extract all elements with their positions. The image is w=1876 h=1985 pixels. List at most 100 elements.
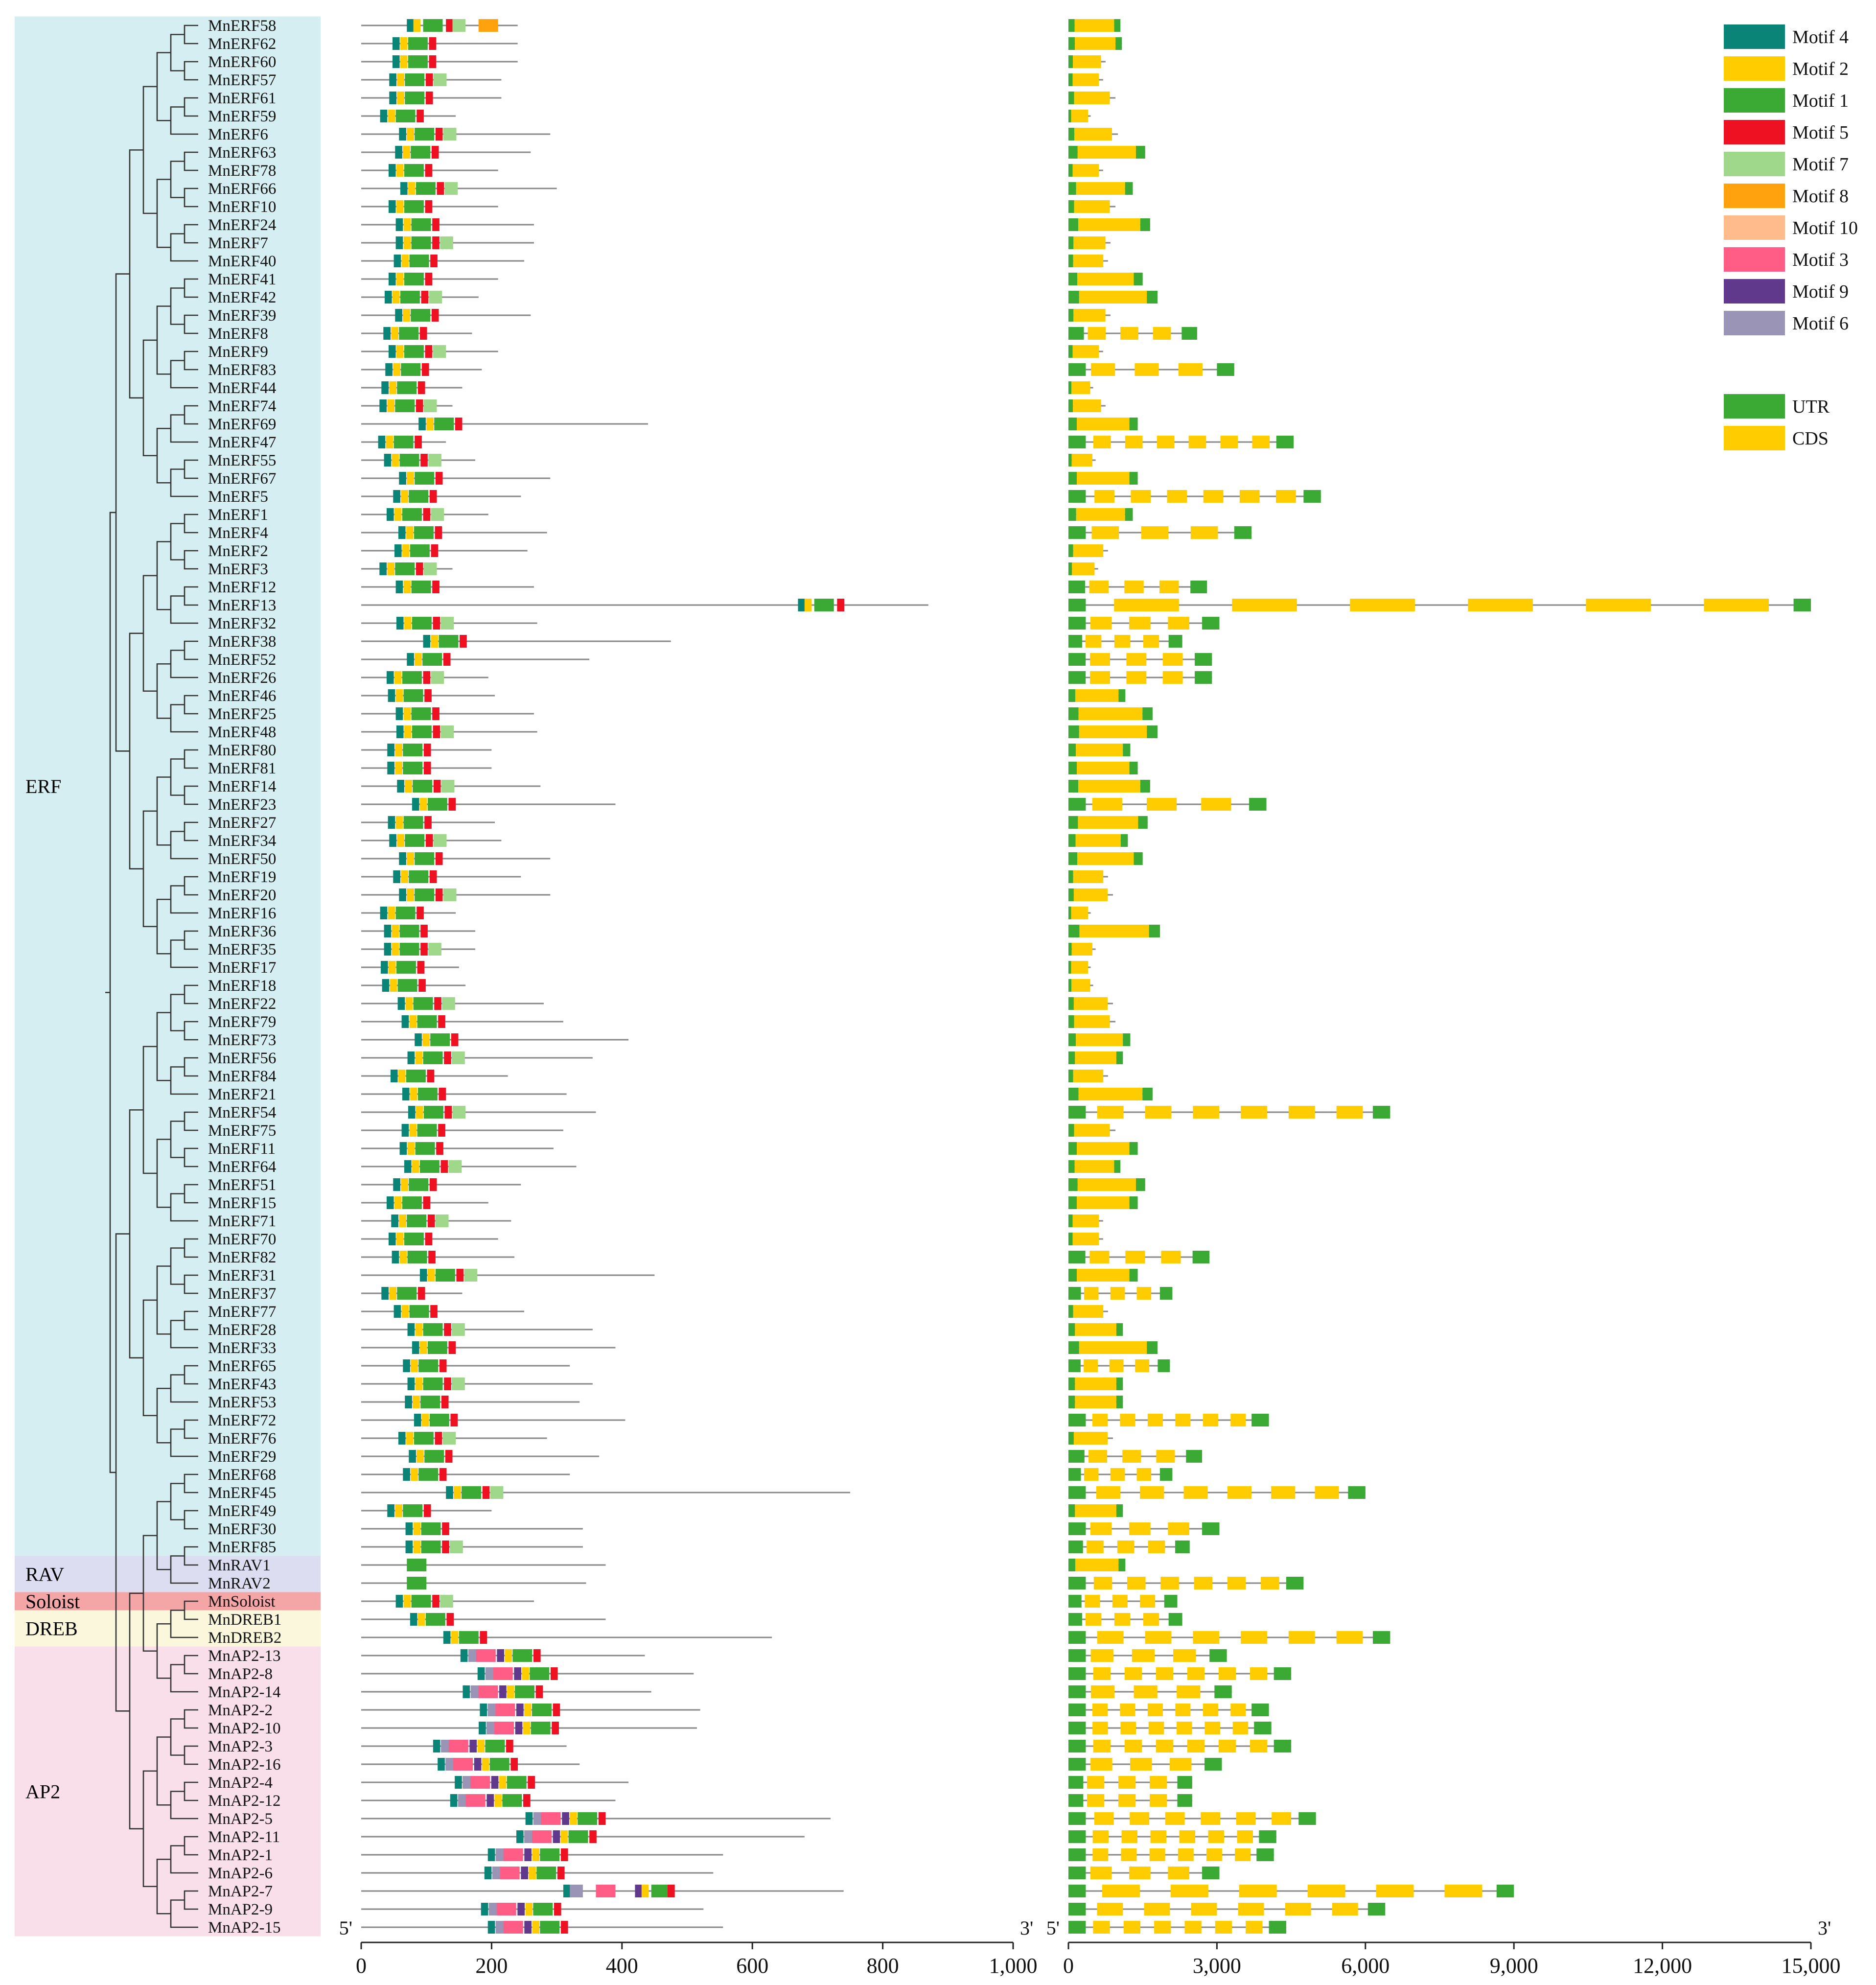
motif-box-motif-5 <box>433 780 441 793</box>
motif-box-motif-5 <box>460 635 467 648</box>
motif-box-motif-1 <box>651 1885 671 1897</box>
motif-box-motif-1 <box>407 1214 427 1227</box>
motif-box-motif-5 <box>535 1685 543 1698</box>
cds-segment <box>1074 1015 1110 1028</box>
motif-box-motif-1 <box>423 19 443 32</box>
motif-box-motif-1 <box>409 490 429 503</box>
utr-segment <box>1068 1704 1086 1716</box>
cds-segment <box>1071 961 1089 974</box>
motif-box-motif-2 <box>407 852 414 865</box>
utr-segment <box>1068 1794 1084 1807</box>
cds-segment <box>1146 798 1177 811</box>
motif-box-motif-5 <box>437 182 444 195</box>
gene-label: MnAP2-4 <box>208 1774 273 1792</box>
motif-box-motif-1 <box>408 55 428 68</box>
motif-box-motif-4 <box>397 780 404 793</box>
cds-segment <box>1093 1577 1112 1589</box>
cds-segment <box>1704 599 1769 611</box>
cds-segment <box>1126 671 1147 684</box>
utr-segment <box>1274 1740 1292 1752</box>
cds-segment <box>1114 1613 1131 1626</box>
motif-box-motif-4 <box>378 436 386 448</box>
gene-label: MnERF51 <box>208 1176 276 1194</box>
motif-box-motif-5 <box>441 1396 449 1408</box>
motif-box-motif-5 <box>429 55 437 68</box>
motif-box-motif-5 <box>427 1070 435 1082</box>
motif-box-motif-5 <box>423 762 431 774</box>
motif-box-motif-1 <box>489 1758 510 1771</box>
motif-box-motif-5 <box>425 73 433 86</box>
motif-box-motif-7 <box>433 345 446 358</box>
motif-box-motif-9 <box>474 1758 482 1771</box>
gene-label: MnERF45 <box>208 1484 276 1502</box>
cds-segment <box>1077 1178 1136 1191</box>
motif-box-motif-5 <box>456 1269 464 1282</box>
motif-tick-label: 1,000 <box>989 1954 1038 1978</box>
utr-segment <box>1068 508 1076 521</box>
cds-segment <box>1201 1812 1221 1825</box>
gene-label: MnERF32 <box>208 615 276 632</box>
cds-segment <box>1136 1287 1152 1300</box>
motif-box-motif-4 <box>412 1341 419 1354</box>
motif-box-motif-2 <box>406 1432 414 1445</box>
motif-box-motif-4 <box>382 979 390 992</box>
motif-box-motif-2 <box>403 581 411 593</box>
cds-segment <box>1091 363 1115 376</box>
motif-box-motif-5 <box>423 671 431 684</box>
motif-box-motif-4 <box>395 218 403 231</box>
gene-label: MnERF28 <box>208 1321 276 1339</box>
gene-label: MnERF53 <box>208 1394 276 1411</box>
motif-box-motif-2 <box>407 472 414 485</box>
motif-box-motif-5 <box>523 1794 531 1807</box>
gene-label: MnAP2-12 <box>208 1792 281 1810</box>
utr-segment <box>1114 19 1121 32</box>
cds-segment <box>1072 73 1099 86</box>
cds-segment <box>1087 1776 1105 1789</box>
motif-box-motif-5 <box>432 581 440 593</box>
motif-box-motif-2 <box>403 309 410 322</box>
gene-label: MnERF81 <box>208 760 276 777</box>
cds-segment <box>1072 562 1095 575</box>
motif-box-motif-1 <box>418 1359 439 1372</box>
legend-swatch-motif-1 <box>1724 88 1785 113</box>
motif-box-motif-4 <box>408 1106 416 1119</box>
utr-segment <box>1068 1921 1086 1934</box>
gene-label: MnERF17 <box>208 959 276 977</box>
motif-box-motif-5 <box>533 1649 541 1662</box>
cds-segment <box>1204 1722 1220 1734</box>
motif-box-motif-5 <box>433 725 440 738</box>
cds-segment <box>1237 1830 1253 1843</box>
utr-segment <box>1274 1667 1292 1680</box>
cds-segment <box>1159 581 1179 593</box>
motif-box-motif-7 <box>428 454 441 467</box>
motif-box-motif-2 <box>499 1776 507 1789</box>
motif-box-motif-2 <box>397 92 404 104</box>
motif-box-motif-4 <box>394 255 401 267</box>
motif-box-motif-1 <box>415 852 435 865</box>
utr-segment <box>1120 834 1128 847</box>
motif-box-motif-1 <box>416 182 436 195</box>
cds-segment <box>1124 1667 1142 1680</box>
motif-box-motif-5 <box>446 1613 454 1626</box>
motif-box-motif-4 <box>395 707 403 720</box>
utr-segment <box>1068 182 1076 195</box>
motif-box-motif-9 <box>515 1722 523 1734</box>
cds-segment <box>1090 671 1110 684</box>
motif-box-motif-1 <box>417 1015 437 1028</box>
cds-segment <box>1114 599 1179 611</box>
motif-box-motif-1 <box>405 834 425 847</box>
cds-segment <box>1160 1577 1179 1589</box>
motif-box-motif-1 <box>412 725 432 738</box>
utr-segment <box>1068 1577 1086 1589</box>
cds-segment <box>1074 200 1110 213</box>
motif-box-motif-2 <box>401 870 408 883</box>
motif-box-motif-9 <box>469 1740 477 1752</box>
motif-box-motif-2 <box>397 73 404 86</box>
utr-segment <box>1068 979 1072 992</box>
utr-segment <box>1251 1414 1269 1426</box>
group-label-soloist: Soloist <box>25 1590 80 1612</box>
utr-segment <box>1251 1704 1269 1716</box>
cds-segment <box>1118 1776 1136 1789</box>
cds-segment <box>1157 436 1175 448</box>
cds-segment <box>1208 1830 1224 1843</box>
